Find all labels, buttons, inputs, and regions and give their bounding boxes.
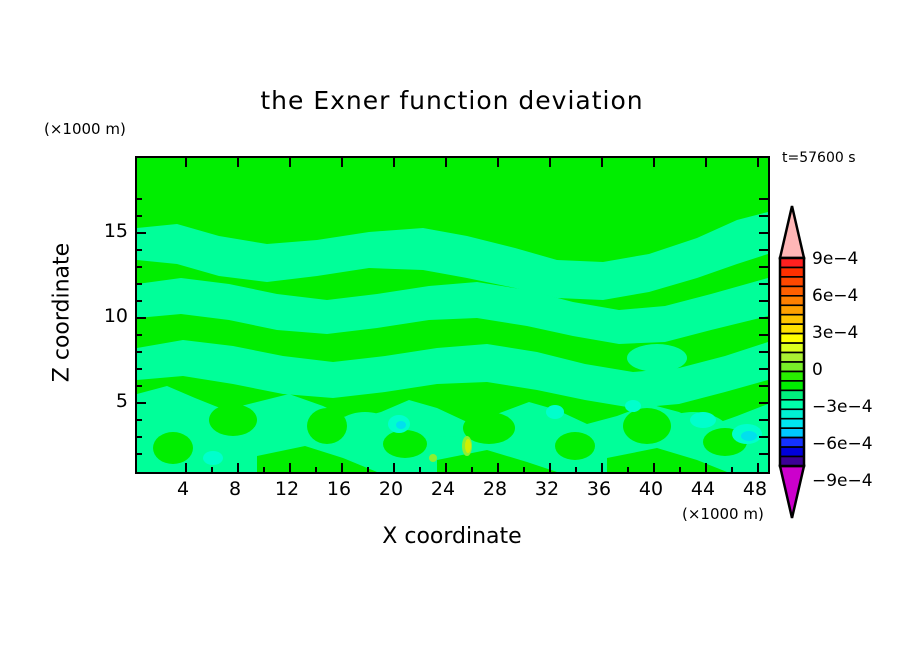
right-tick [759, 385, 768, 387]
y-tick-minor [137, 385, 142, 387]
x-tick-minor [471, 467, 473, 472]
right-tick [759, 249, 768, 251]
top-tick [549, 158, 551, 167]
x-tick-label-28: 28 [482, 478, 508, 500]
right-tick [759, 402, 768, 404]
colorbar: 9e−4 6e−4 3e−4 0 −3e−4 −6e−4 −9e−4 [778, 202, 898, 522]
top-tick [289, 158, 291, 167]
time-annotation: t=57600 s [782, 150, 856, 166]
y-tick-minor [137, 249, 142, 251]
x-tick-24 [445, 463, 447, 472]
contour-plot-area [135, 156, 770, 474]
x-tick-minor [679, 467, 681, 472]
x-tick-label-24: 24 [430, 478, 456, 500]
page-title: the Exner function deviation [260, 86, 644, 115]
x-tick-minor [627, 467, 629, 472]
x-tick-16 [341, 463, 343, 472]
y-tick-label-10: 10 [103, 305, 128, 327]
x-tick-label-4: 4 [176, 478, 190, 500]
right-tick [759, 334, 768, 336]
x-tick-label-44: 44 [690, 478, 716, 500]
x-tick-minor [315, 467, 317, 472]
right-tick [759, 266, 768, 268]
y-tick-minor [137, 453, 142, 455]
x-tick-12 [289, 463, 291, 472]
x-tick-4 [185, 463, 187, 472]
y-axis-unit-label: (×1000 m) [44, 120, 126, 138]
colorbar-label-3e-4: 3e−4 [812, 323, 859, 343]
y-tick-minor [137, 198, 142, 200]
y-tick-10 [137, 317, 146, 319]
right-tick [759, 283, 768, 285]
top-tick [185, 158, 187, 167]
y-tick-minor [137, 419, 142, 421]
x-tick-minor [575, 467, 577, 472]
right-tick [759, 198, 768, 200]
top-tick [237, 158, 239, 167]
colorbar-label-0: 0 [812, 360, 823, 380]
right-tick [759, 300, 768, 302]
top-tick [341, 158, 343, 167]
top-tick [445, 158, 447, 167]
x-tick-minor [367, 467, 369, 472]
x-tick-minor [523, 467, 525, 472]
colorbar-label-neg9e-4: −9e−4 [812, 471, 873, 491]
y-tick-5 [137, 402, 146, 404]
colorbar-label-neg3e-4: −3e−4 [812, 397, 873, 417]
x-tick-label-48: 48 [742, 478, 768, 500]
x-tick-label-16: 16 [326, 478, 352, 500]
y-tick-minor [137, 215, 142, 217]
x-tick-40 [653, 463, 655, 472]
x-tick-label-36: 36 [586, 478, 612, 500]
y-tick-label-15: 15 [103, 220, 128, 242]
y-axis-title: Z coordinate [49, 242, 75, 383]
x-tick-minor [731, 467, 733, 472]
right-tick [759, 215, 768, 217]
x-axis-unit-label: (×1000 m) [682, 505, 764, 523]
colorbar-label-6e-4: 6e−4 [812, 286, 859, 306]
y-tick-minor [137, 351, 142, 353]
colorbar-swatches [778, 205, 806, 519]
right-tick [759, 317, 768, 319]
x-tick-28 [497, 463, 499, 472]
y-tick-minor [137, 436, 142, 438]
y-tick-minor [137, 300, 142, 302]
x-tick-label-8: 8 [228, 478, 242, 500]
x-tick-20 [393, 463, 395, 472]
right-tick [759, 351, 768, 353]
x-tick-36 [601, 463, 603, 472]
y-tick-minor [137, 266, 142, 268]
colorbar-label-neg6e-4: −6e−4 [812, 434, 873, 454]
x-tick-32 [549, 463, 551, 472]
right-tick [759, 453, 768, 455]
top-tick [497, 158, 499, 167]
y-tick-15 [137, 232, 146, 234]
x-tick-44 [705, 463, 707, 472]
top-tick [653, 158, 655, 167]
y-tick-label-5: 5 [115, 390, 128, 412]
right-tick [759, 436, 768, 438]
x-tick-label-40: 40 [638, 478, 664, 500]
right-tick [759, 368, 768, 370]
colorbar-label-9e-4: 9e−4 [812, 249, 859, 269]
x-tick-label-20: 20 [378, 478, 404, 500]
y-tick-minor [137, 283, 142, 285]
right-tick [759, 419, 768, 421]
x-tick-minor [211, 467, 213, 472]
top-tick [757, 158, 759, 167]
top-tick [393, 158, 395, 167]
x-tick-8 [237, 463, 239, 472]
x-tick-minor [263, 467, 265, 472]
x-tick-48 [757, 463, 759, 472]
right-tick [759, 232, 768, 234]
y-tick-minor [137, 334, 142, 336]
x-tick-label-12: 12 [274, 478, 300, 500]
contour-field [137, 158, 768, 472]
top-tick [601, 158, 603, 167]
x-axis-title: X coordinate [382, 524, 522, 549]
y-tick-minor [137, 368, 142, 370]
x-tick-label-32: 32 [534, 478, 560, 500]
top-tick [705, 158, 707, 167]
x-tick-minor [419, 467, 421, 472]
